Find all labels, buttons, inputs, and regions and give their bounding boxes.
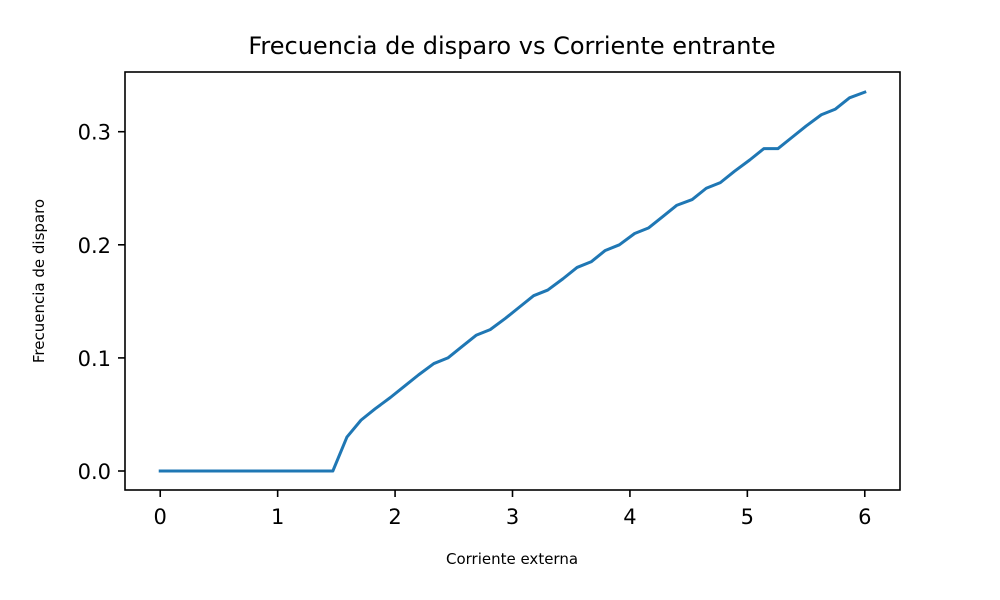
x-tick-label: 5 — [741, 505, 754, 529]
x-tick-label: 3 — [506, 505, 519, 529]
y-tick-label: 0.1 — [78, 347, 111, 371]
x-tick-label: 6 — [858, 505, 871, 529]
y-axis: 0.0 0.1 0.2 0.3 — [78, 121, 125, 484]
y-axis-label: Frecuencia de disparo — [30, 199, 48, 363]
series-layer — [158, 90, 867, 473]
series-line-0 — [158, 90, 867, 473]
plot-area — [124, 71, 901, 491]
x-axis-label: Corriente externa — [446, 550, 578, 568]
y-tick-label: 0.2 — [78, 234, 111, 258]
x-axis: 0 1 2 3 4 5 6 — [154, 490, 871, 529]
x-tick-label: 0 — [154, 505, 167, 529]
y-tick-label: 0.0 — [78, 460, 111, 484]
y-tick-label: 0.3 — [78, 121, 111, 145]
x-tick-label: 2 — [388, 505, 401, 529]
chart-title: Frecuencia de disparo vs Corriente entra… — [248, 32, 775, 60]
x-tick-label: 1 — [271, 505, 284, 529]
x-tick-label: 4 — [623, 505, 636, 529]
